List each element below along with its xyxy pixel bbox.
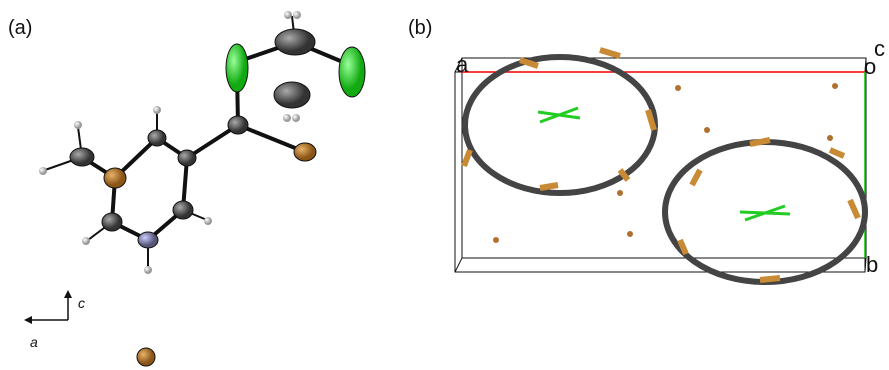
axis-label: a [30, 334, 38, 350]
unit-cell [455, 58, 866, 272]
panel-b: (b) a o c b [408, 17, 885, 282]
molecule [39, 11, 365, 366]
cell-axis-label: a [456, 52, 469, 77]
axis-label: c [78, 295, 85, 311]
figure: (a) [0, 0, 889, 370]
axis-indicator: c a [24, 290, 85, 350]
cell-axis-label: c [874, 36, 885, 61]
panel-a: (a) [8, 11, 365, 366]
panel-label: (a) [8, 17, 32, 39]
panel-label: (b) [408, 17, 432, 39]
rings [464, 50, 865, 282]
cell-axis-label: b [866, 252, 878, 277]
